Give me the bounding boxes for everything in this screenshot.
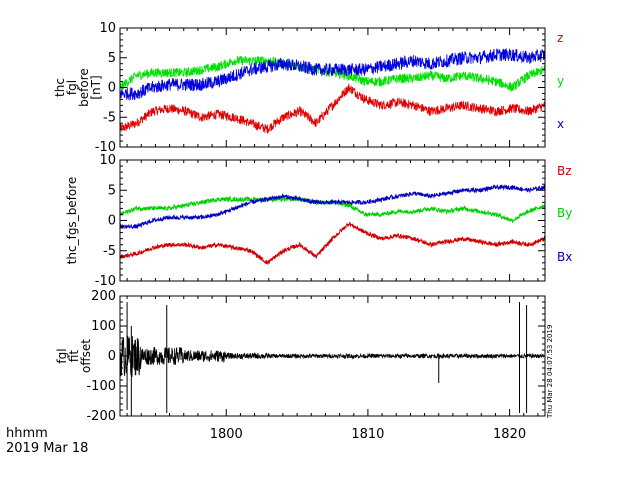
y-axis-label: [nT]	[89, 75, 103, 99]
y-tick-label: -100	[86, 379, 116, 394]
y-tick-label: -200	[86, 409, 116, 424]
y-tick-label: -5	[103, 110, 116, 125]
y-tick-label: 10	[99, 153, 116, 168]
y-tick-label: 0	[108, 81, 116, 96]
footer-date: 2019 Mar 18	[6, 441, 88, 456]
y-tick-label: 0	[108, 214, 116, 229]
legend-bx: Bx	[557, 250, 572, 264]
y-tick-label: 200	[91, 289, 116, 304]
y-tick-label: 10	[99, 21, 116, 36]
y-axis-label: before	[77, 68, 91, 107]
y-tick-label: -10	[95, 140, 116, 155]
trace-bz	[120, 221, 545, 266]
y-axis-label: thc_fgs_before	[65, 177, 79, 265]
panel-3-traces	[120, 302, 545, 416]
legend-y: y	[557, 74, 564, 88]
x-tick-label: 1820	[493, 427, 526, 442]
y-tick-label: 0	[108, 349, 116, 364]
legend-bz: Bz	[557, 164, 572, 178]
y-axis-label: fgl	[65, 80, 79, 95]
timestamp-label: Thu Mar 28 04:07:53 2019	[546, 325, 554, 419]
y-tick-label: 5	[108, 51, 116, 66]
trace-bx	[120, 184, 545, 230]
legend-x: x	[557, 117, 564, 131]
panel-2-traces	[120, 184, 545, 266]
legend-by: By	[557, 206, 572, 220]
footer-hhmm: hhmm	[6, 426, 48, 441]
x-tick-label: 1800	[210, 427, 243, 442]
y-tick-label: -10	[95, 274, 116, 289]
trace-z	[120, 83, 545, 134]
trace-x	[120, 48, 545, 102]
panel-1-traces	[120, 48, 545, 134]
y-axis-label: thc	[53, 78, 67, 97]
y-tick-label: 5	[108, 183, 116, 198]
trace-offset	[120, 335, 545, 377]
y-axis-label: fgl	[55, 348, 69, 363]
y-tick-label: -5	[103, 244, 116, 259]
trace-by	[120, 195, 545, 224]
legend-z: z	[557, 31, 563, 45]
y-tick-label: 100	[91, 319, 116, 334]
panel-2: 10 5 0 -5 -10 thc_fgs_before Bz By Bx	[65, 153, 572, 289]
panel-frame	[119, 27, 546, 148]
x-tick-label: 1810	[351, 427, 384, 442]
y-axis-label: fit	[67, 350, 81, 363]
y-axis-label: offset	[79, 339, 93, 373]
panel-frame	[119, 159, 546, 282]
